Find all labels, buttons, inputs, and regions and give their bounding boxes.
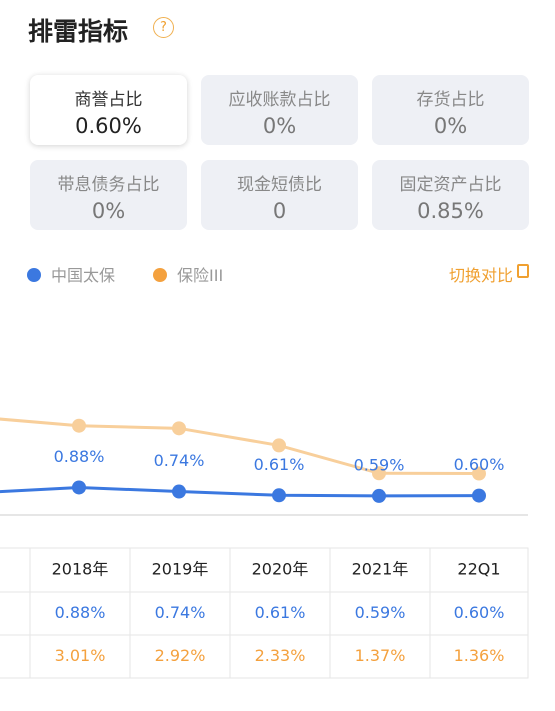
- card-label: 现金短债比: [237, 175, 322, 195]
- data-point: [372, 488, 386, 503]
- table-value: 0.61%: [255, 603, 306, 622]
- table-value: 0.60%: [454, 603, 505, 622]
- card-label: 固定资产占比: [399, 175, 502, 195]
- card-value: 0: [272, 199, 287, 223]
- table-header: 2020年: [252, 560, 309, 579]
- data-point: [272, 438, 286, 453]
- legend-swatch: [27, 268, 41, 282]
- data-label: 0.88%: [54, 447, 105, 466]
- card-label: 存货占比: [416, 90, 485, 110]
- metric-card[interactable]: 现金短债比 0: [201, 160, 358, 230]
- card-label: 商誉占比: [74, 90, 143, 110]
- series-line: [0, 485, 480, 498]
- data-label: 0.74%: [154, 451, 205, 470]
- card-label: 带息债务占比: [57, 175, 160, 195]
- metric-card[interactable]: 固定资产占比 0.85%: [372, 160, 529, 230]
- table-cell: [429, 634, 529, 679]
- table-header: 22Q1: [457, 560, 500, 579]
- data-label: 0.59%: [354, 455, 405, 474]
- table-header: 2018年: [52, 560, 109, 579]
- metric-card[interactable]: 带息债务占比 0%: [30, 160, 187, 230]
- title: 排雷指标: [28, 17, 129, 46]
- table-cell: [0, 634, 31, 679]
- data-point: [372, 466, 386, 481]
- table-value: 1.37%: [355, 646, 406, 665]
- table-header: 2019年: [152, 560, 209, 579]
- table-value: 0.59%: [355, 603, 406, 622]
- data-point: [72, 418, 86, 433]
- card-value: 0%: [262, 114, 297, 138]
- metric-card[interactable]: 存货占比 0%: [372, 75, 529, 145]
- table-value: 1.36%: [454, 646, 505, 665]
- legend-label: 中国太保: [51, 266, 116, 285]
- data-point: [172, 484, 186, 499]
- card-value: 0.85%: [417, 199, 484, 223]
- legend-swatch: [153, 268, 167, 282]
- table-value: 2.33%: [255, 646, 306, 665]
- legend-label: 保险III: [177, 266, 224, 285]
- table-value: 3.01%: [55, 646, 106, 665]
- compare-icon[interactable]: [517, 264, 529, 278]
- table-value: 0.88%: [55, 603, 106, 622]
- legend-item[interactable]: 保险III: [153, 262, 223, 286]
- data-label: 0.61%: [254, 455, 305, 474]
- table-cell: [0, 547, 31, 593]
- help-icon[interactable]: ?: [153, 17, 174, 38]
- data-point: [472, 466, 486, 481]
- data-point: [172, 421, 186, 436]
- data-label: 0.60%: [454, 455, 505, 474]
- metric-card[interactable]: 商誉占比 0.60%: [30, 75, 187, 145]
- data-point: [72, 480, 86, 495]
- compare-toggle[interactable]: 切换对比: [448, 266, 513, 285]
- data-point: [272, 488, 286, 503]
- card-value: 0%: [91, 199, 126, 223]
- series-line: [0, 417, 480, 476]
- card-value: 0.60%: [75, 114, 142, 138]
- metric-card[interactable]: 应收账款占比 0%: [201, 75, 358, 145]
- table-cell: [0, 591, 31, 636]
- data-point: [472, 488, 486, 503]
- legend-item[interactable]: 中国太保: [27, 262, 115, 286]
- table-value: 2.92%: [155, 646, 206, 665]
- table-value: 0.74%: [155, 603, 206, 622]
- card-label: 应收账款占比: [228, 90, 331, 110]
- table-header: 2021年: [352, 560, 409, 579]
- card-value: 0%: [433, 114, 468, 138]
